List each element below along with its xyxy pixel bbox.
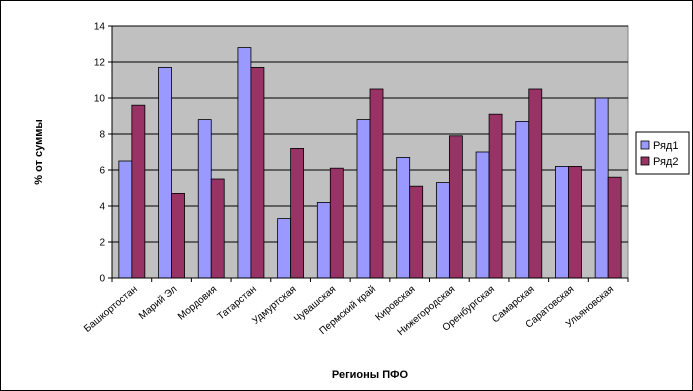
bar-2-12 xyxy=(568,165,582,279)
y-tick-label: 0 xyxy=(99,274,105,285)
x-tick-label: Башкортостан xyxy=(82,284,140,335)
bar-2-5 xyxy=(290,147,305,279)
legend-label: Ряд2 xyxy=(653,156,678,168)
bar-1-9 xyxy=(435,182,450,279)
bar-2-4 xyxy=(250,67,265,279)
y-tick-label: 14 xyxy=(94,22,106,33)
bar-2-3 xyxy=(210,178,225,279)
y-tick-label: 6 xyxy=(99,166,105,177)
bar-2-6 xyxy=(329,167,344,279)
bar-2-11 xyxy=(528,88,543,279)
bar-1-10 xyxy=(475,151,490,279)
bar-1-6 xyxy=(316,201,331,279)
legend-label: Ряд1 xyxy=(653,140,678,152)
bar-1-11 xyxy=(515,121,530,279)
x-tick-label: Марий Эл xyxy=(137,284,180,322)
x-tick-label: Удмуртская xyxy=(250,284,298,327)
bar-1-3 xyxy=(197,119,212,279)
bar-1-2 xyxy=(158,67,172,279)
x-tick-label: Мордовия xyxy=(176,284,219,323)
y-tick-label: 12 xyxy=(94,58,106,69)
legend: Ряд1 Ряд2 xyxy=(635,131,690,175)
bar-1-8 xyxy=(396,156,411,279)
bar-1-1 xyxy=(118,160,133,279)
y-tick-label: 4 xyxy=(99,202,105,213)
bar-2-13 xyxy=(607,176,622,279)
x-axis-title: Регионы ПФО xyxy=(332,369,409,381)
bar-1-7 xyxy=(356,119,371,279)
bar-1-5 xyxy=(277,218,292,279)
y-axis-title: % от суммы xyxy=(33,119,45,184)
bar-1-4 xyxy=(237,47,252,279)
y-tick-label: 10 xyxy=(94,94,106,105)
legend-box xyxy=(635,131,690,175)
y-tick-label: 2 xyxy=(99,238,105,249)
bar-2-8 xyxy=(409,185,424,279)
bar-2-7 xyxy=(369,88,384,279)
bar-1-12 xyxy=(555,165,569,279)
legend-swatch xyxy=(640,156,650,166)
bar-1-13 xyxy=(594,97,609,279)
bar-2-1 xyxy=(131,104,146,279)
y-tick-label: 8 xyxy=(99,130,105,141)
bar-2-10 xyxy=(488,113,503,279)
bar-2-9 xyxy=(448,135,463,279)
bar-2-2 xyxy=(171,192,185,279)
legend-swatch xyxy=(640,140,650,150)
